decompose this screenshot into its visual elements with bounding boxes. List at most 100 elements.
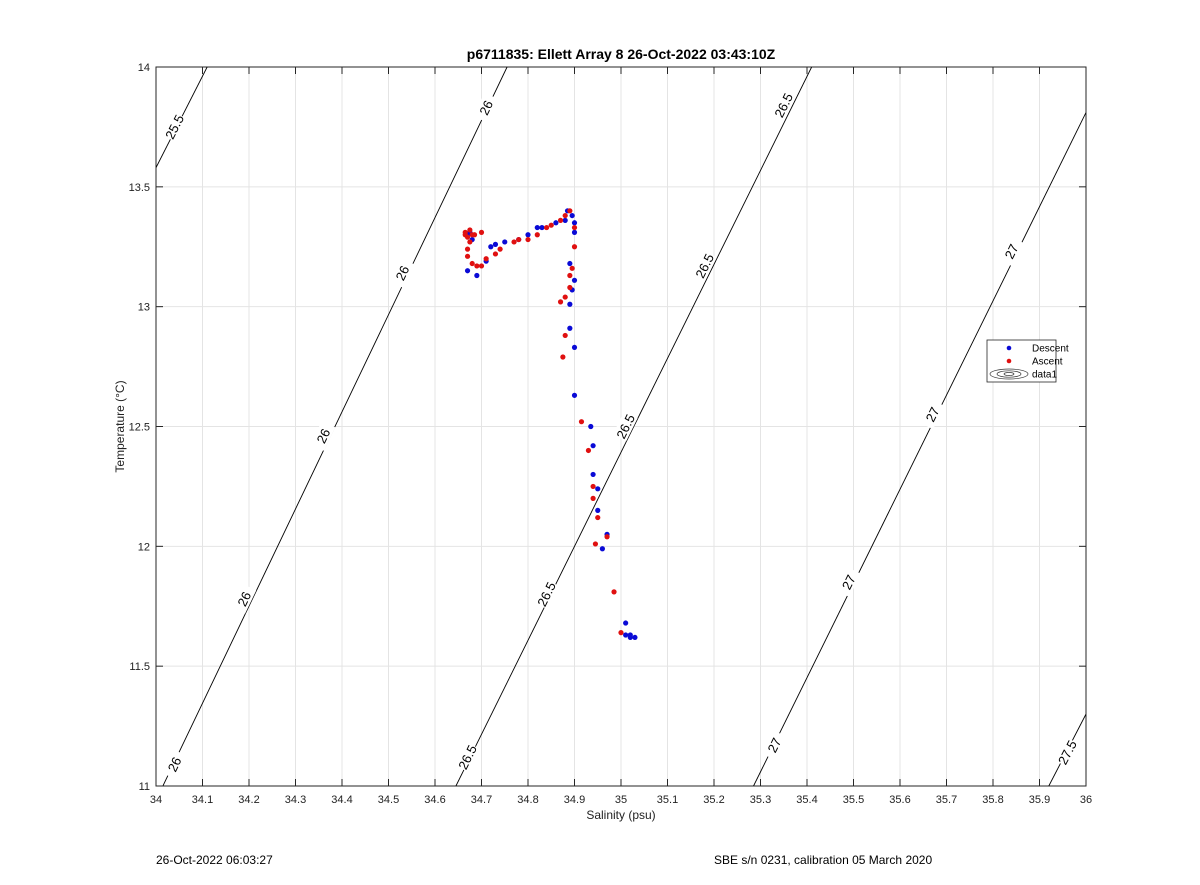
contour-label: 27 (761, 730, 787, 761)
chart-title: p6711835: Ellett Array 8 26-Oct-2022 03:… (467, 46, 776, 62)
ascent-point (471, 232, 478, 238)
data-series (462, 208, 638, 641)
contour-label-gap (231, 583, 257, 614)
contour-label-gap (612, 411, 638, 442)
ascent-point (516, 236, 522, 243)
y-tick-label: 13 (138, 302, 150, 314)
ascent-point (592, 541, 599, 547)
legend-label-data1: data1 (1032, 370, 1057, 381)
contour-label-gap (533, 579, 559, 610)
descent-point (588, 423, 594, 430)
contour-label-gap (761, 730, 787, 761)
contour-label-text: 26 (476, 98, 496, 118)
ascent-point (571, 224, 578, 231)
ascent-point (467, 239, 473, 245)
density-contour-27 (753, 112, 1086, 786)
descent-point (571, 392, 578, 398)
descent-point (502, 239, 508, 245)
descent-point (623, 632, 629, 638)
contour-label-gap (454, 742, 480, 772)
x-tick-label: 35.8 (982, 794, 1003, 806)
y-axis-label: Temperature (°C) (113, 380, 127, 472)
x-tick-label: 35.3 (750, 794, 771, 806)
descent-point (590, 443, 596, 449)
density-contour-labels: 25.5262626262626.526.526.526.526.5272727… (161, 90, 1080, 780)
legend[interactable]: Descent Ascent data1 (986, 339, 1069, 383)
contour-label-gap (1054, 737, 1080, 768)
descent-point (525, 232, 531, 238)
descent-point (571, 277, 578, 283)
contour-label-gap (473, 92, 499, 123)
descent-point (632, 634, 638, 641)
descent-point (553, 220, 559, 226)
ascent-point (492, 251, 499, 257)
x-axis-label: Salinity (psu) (586, 808, 655, 822)
contour-label-text: 26 (234, 589, 254, 609)
descent-point (590, 471, 596, 478)
ascent-point (534, 232, 540, 238)
ascent-point (462, 232, 468, 238)
descent-point (595, 486, 601, 492)
descent-point (571, 220, 578, 226)
descent-point (488, 244, 494, 250)
x-tick-label: 34.8 (517, 794, 538, 806)
x-tick-label: 36 (1080, 794, 1092, 806)
ascent-point (562, 332, 568, 339)
ascent-point (585, 447, 592, 454)
x-tick-label: 35.1 (657, 794, 678, 806)
x-tick-label: 34.9 (564, 794, 585, 806)
descent-point (571, 344, 578, 351)
contour-label-gap (835, 567, 861, 598)
contour-label-gap (161, 749, 187, 780)
ascent-point (557, 217, 564, 223)
contour-label-gap (161, 111, 187, 142)
axis-ticks: 34 34.1 34.2 34.3 34.4 34.5 34.6 34.7 34.8 34.9 35… (129, 62, 1093, 806)
y-tick-label: 13.5 (129, 182, 150, 194)
legend-marker-data1-contour-icon (989, 368, 1029, 380)
footer-calibration-info: SBE s/n 0231, calibration 05 March 2020 (714, 853, 933, 867)
x-tick-label: 34.2 (238, 794, 259, 806)
ascent-point (611, 589, 617, 595)
legend-label-ascent: Ascent (1032, 357, 1063, 368)
descent-point (492, 241, 499, 247)
legend-box (986, 339, 1057, 383)
ascent-point (595, 514, 601, 521)
contour-label-gap (770, 90, 796, 121)
ascent-point (590, 495, 596, 501)
y-tick-label: 11.5 (129, 661, 150, 673)
x-tick-label: 34.5 (378, 794, 399, 806)
ascent-point (567, 272, 573, 279)
ascent-point (525, 236, 531, 243)
descent-point (562, 217, 568, 223)
contour-label-gap (310, 420, 336, 451)
x-tick-label: 35.7 (936, 794, 957, 806)
ascent-point (548, 222, 554, 228)
ascent-point (467, 227, 473, 233)
ascent-point (562, 212, 568, 219)
ascent-point (560, 354, 566, 360)
density-contour-26-5 (455, 67, 813, 786)
descent-point (567, 325, 573, 331)
ascent-point (567, 208, 573, 214)
x-tick-label: 34.4 (331, 794, 352, 806)
descent-point (569, 212, 575, 219)
x-tick-label: 34.6 (424, 794, 445, 806)
contour-label: 26 (389, 257, 415, 288)
contour-label-text: 27 (1002, 242, 1022, 262)
contour-label-text: 26 (314, 426, 334, 446)
y-tick-label: 14 (138, 62, 150, 74)
ascent-point (604, 534, 610, 540)
ascent-point (571, 244, 578, 250)
descent-point (567, 301, 573, 307)
contour-label: 26.5 (770, 90, 796, 121)
contour-label: 26 (231, 583, 257, 614)
contour-label: 27 (835, 567, 861, 598)
descent-point (567, 260, 573, 267)
x-tick-label: 35.6 (889, 794, 910, 806)
contour-label-text: 26 (393, 263, 413, 283)
ascent-point (562, 294, 568, 300)
y-tick-label: 12 (138, 541, 150, 553)
x-tick-label: 34.7 (471, 794, 492, 806)
descent-point (571, 229, 578, 235)
